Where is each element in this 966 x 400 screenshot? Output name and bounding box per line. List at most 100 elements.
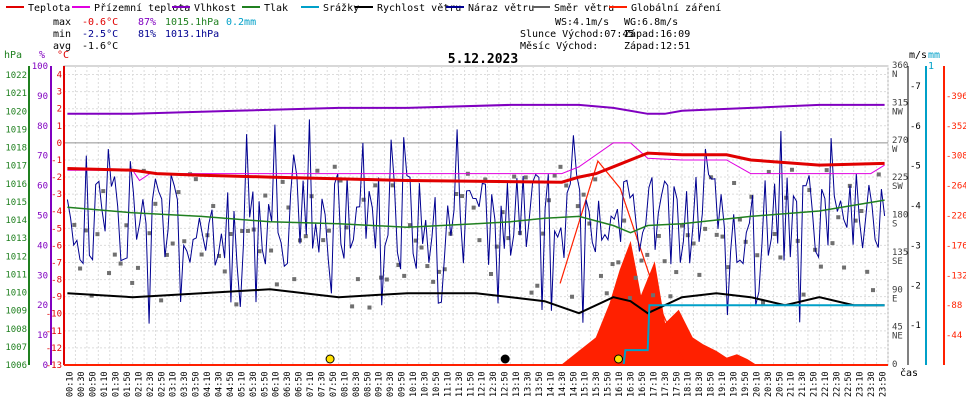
wind-dir-point bbox=[338, 178, 343, 183]
dir-tick-name: W bbox=[892, 145, 898, 155]
wind-dir-point bbox=[431, 279, 436, 284]
hpa-tick: 1014 bbox=[5, 216, 27, 226]
stats-min-hum: 81% bbox=[138, 29, 156, 40]
wind-dir-point bbox=[714, 232, 719, 237]
wind-dir-point bbox=[292, 277, 297, 282]
dir-tick-name: SW bbox=[892, 182, 903, 192]
legend: Teplota Přízemní teplota Vlhkost Tlak Srážky… bbox=[6, 2, 721, 14]
wind-dir-point bbox=[280, 179, 285, 184]
wind-dir-point bbox=[523, 175, 528, 180]
hpa-tick: 1013 bbox=[5, 234, 27, 244]
wind-dir-point bbox=[593, 177, 598, 182]
hpa-tick: 1020 bbox=[5, 107, 27, 117]
c-tick: -4 bbox=[51, 207, 62, 217]
wind-dir-point bbox=[159, 298, 164, 303]
dir-tick-name: SE bbox=[892, 257, 903, 267]
wind-dir-point bbox=[118, 261, 123, 266]
wind-dir-point bbox=[286, 205, 291, 210]
wind-dir-point bbox=[761, 300, 766, 305]
wind-dir-point bbox=[494, 244, 499, 249]
dir-tick-deg: 0 bbox=[892, 360, 897, 370]
pct-tick: 60 bbox=[37, 182, 48, 192]
dir-tick-deg: 315 bbox=[892, 98, 908, 108]
rad-tick: -176 bbox=[946, 241, 966, 251]
wind-dir-point bbox=[627, 296, 632, 301]
x-tick-label: 19:10 bbox=[718, 371, 728, 397]
x-tick-label: 10:50 bbox=[432, 371, 442, 397]
x-tick-label: 00:50 bbox=[89, 371, 99, 397]
c-tick: -5 bbox=[51, 224, 62, 234]
x-tick-label: 07:10 bbox=[306, 371, 316, 397]
dir-tick-name: S bbox=[892, 220, 897, 230]
wind-dir-point bbox=[367, 305, 372, 310]
pct-unit: % bbox=[39, 50, 45, 61]
wind-dir-point bbox=[390, 183, 395, 188]
wind-dir-point bbox=[274, 282, 279, 287]
ms-tick: -6 bbox=[910, 122, 921, 132]
x-tick-label: 22:10 bbox=[821, 371, 831, 397]
stats-max-press: 1015.1hPa bbox=[165, 17, 219, 28]
ms-tick: -5 bbox=[910, 162, 921, 172]
x-tick-label: 20:50 bbox=[775, 371, 785, 397]
wind-dir-point bbox=[95, 232, 100, 237]
dir-tick-name: NE bbox=[892, 332, 903, 342]
wind-dir-point bbox=[344, 225, 349, 230]
legend-label: Tlak bbox=[264, 3, 288, 14]
x-tick-label: 21:10 bbox=[787, 371, 797, 397]
x-tick-label: 18:30 bbox=[695, 371, 705, 397]
wind-dir-point bbox=[193, 177, 198, 182]
wind-dir-point bbox=[315, 168, 320, 173]
wind-dir-point bbox=[425, 264, 430, 269]
wind-dir-point bbox=[610, 262, 615, 267]
ms-tick: -4 bbox=[910, 202, 921, 212]
legend-label: Vlhkost bbox=[194, 3, 236, 14]
wind-dir-point bbox=[350, 304, 355, 309]
wind-dir-point bbox=[234, 302, 239, 307]
legend-label: Globální záření bbox=[631, 2, 721, 14]
x-tick-label: 14:10 bbox=[546, 371, 556, 397]
x-tick-label: 04:50 bbox=[226, 371, 236, 397]
stats-max-hum: 87% bbox=[138, 17, 156, 28]
wind-dir-point bbox=[668, 294, 673, 299]
wind-dir-point bbox=[442, 267, 447, 272]
dir-tick-name: N bbox=[892, 70, 897, 80]
info-moon: Měsíc Východ: bbox=[520, 40, 598, 52]
wind-dir-point bbox=[772, 232, 777, 237]
series-ground-temp bbox=[67, 142, 885, 182]
x-tick-label: 01:50 bbox=[123, 371, 133, 397]
wind-dir-point bbox=[598, 273, 603, 278]
x-tick-label: 07:50 bbox=[329, 371, 339, 397]
x-tick-label: 02:10 bbox=[134, 371, 144, 397]
c-tick: -3 bbox=[51, 190, 62, 200]
pct-tick: 10 bbox=[37, 331, 48, 341]
hpa-tick: 1008 bbox=[5, 325, 27, 335]
wind-dir-point bbox=[749, 194, 754, 199]
x-tick-label: 18:50 bbox=[707, 371, 717, 397]
wind-dir-point bbox=[645, 252, 650, 257]
hpa-tick: 1022 bbox=[5, 71, 27, 81]
wind-dir-point bbox=[402, 273, 407, 278]
x-tick-label: 06:50 bbox=[295, 371, 305, 397]
dir-tick-name: E bbox=[892, 294, 897, 304]
wind-dir-point bbox=[112, 252, 117, 257]
wind-dir-point bbox=[859, 208, 864, 213]
pct-tick: 50 bbox=[37, 212, 48, 222]
pct-tick: 0 bbox=[43, 361, 48, 371]
rad-tick: -352 bbox=[946, 122, 966, 132]
x-tick-label: 06:10 bbox=[272, 371, 282, 397]
x-tick-label: 11:50 bbox=[466, 371, 476, 397]
wind-dir-point bbox=[552, 173, 557, 178]
x-tick-label: 17:30 bbox=[661, 371, 671, 397]
wind-dir-point bbox=[332, 164, 337, 169]
rad-tick: -264 bbox=[946, 182, 966, 192]
wind-dir-point bbox=[639, 258, 644, 263]
c-unit: °C bbox=[57, 50, 69, 61]
wind-dir-point bbox=[361, 197, 366, 202]
hpa-tick: 1019 bbox=[5, 125, 27, 135]
stats-min-temp: -2.5°C bbox=[82, 29, 118, 40]
wind-dir-point bbox=[535, 283, 540, 288]
wind-dir-point bbox=[737, 217, 742, 222]
wind-dir-point bbox=[355, 277, 360, 282]
c-tick: 4 bbox=[57, 71, 62, 81]
x-tick-label: 11:10 bbox=[443, 371, 453, 397]
